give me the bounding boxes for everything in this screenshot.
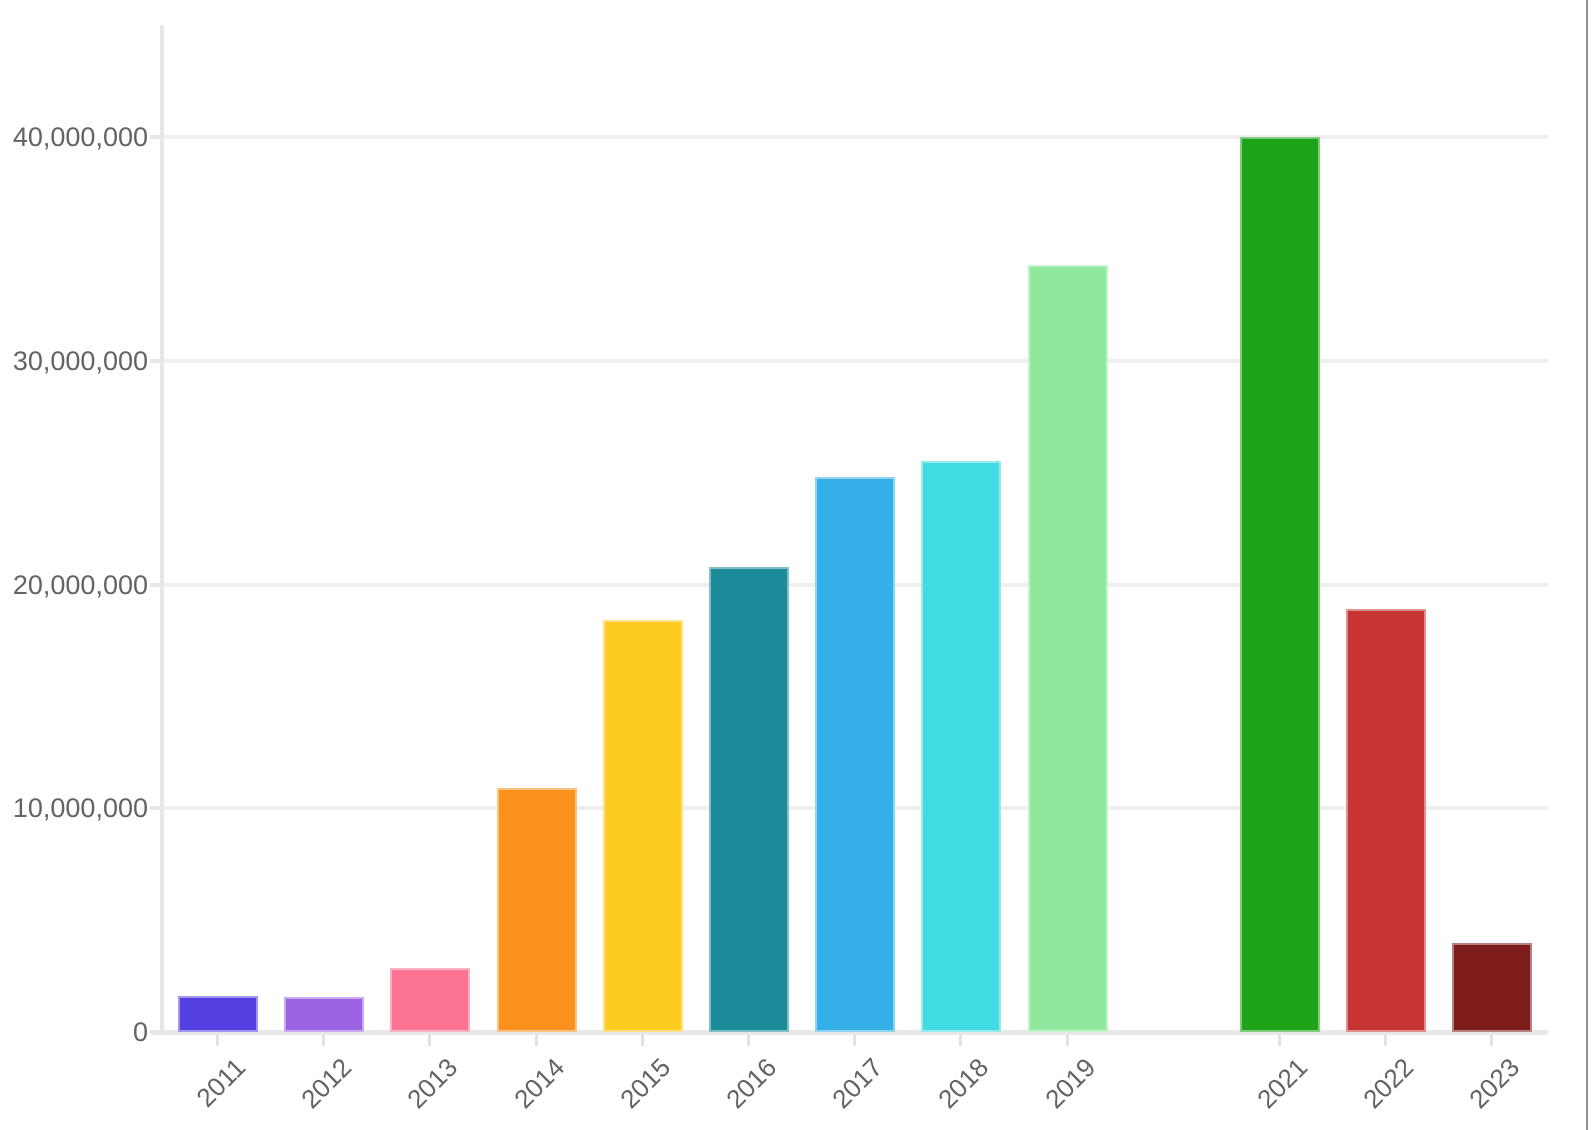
x-tick — [641, 1035, 644, 1046]
bar-2015[interactable] — [603, 620, 683, 1032]
x-tick — [428, 1035, 431, 1046]
x-tick-label: 2023 — [1463, 1052, 1526, 1115]
bar-2017[interactable] — [815, 477, 895, 1032]
gridline — [163, 358, 1548, 363]
bar-2023[interactable] — [1452, 942, 1532, 1032]
y-tick-label: 0 — [132, 1017, 148, 1047]
x-tick-label: 2013 — [401, 1052, 464, 1115]
x-tick — [216, 1035, 219, 1046]
y-tick — [150, 806, 163, 811]
y-tick-label: 30,000,000 — [12, 345, 148, 376]
y-tick — [150, 135, 163, 139]
x-tick — [1384, 1035, 1387, 1046]
x-tick — [747, 1035, 750, 1046]
bar-2019[interactable] — [1028, 264, 1108, 1032]
gridline — [163, 135, 1548, 139]
bar-2021[interactable] — [1240, 137, 1320, 1032]
y-tick — [150, 358, 163, 363]
x-tick-label: 2011 — [190, 1052, 252, 1113]
x-tick-label: 2018 — [932, 1052, 995, 1115]
bar-2022[interactable] — [1346, 609, 1426, 1032]
x-tick-label: 2021 — [1251, 1052, 1314, 1115]
x-tick-label: 2015 — [614, 1052, 677, 1115]
x-tick-label: 2017 — [826, 1052, 889, 1115]
x-tick-label: 2019 — [1039, 1052, 1102, 1115]
bar-2016[interactable] — [709, 566, 789, 1032]
x-tick — [1066, 1035, 1069, 1046]
window-edge-line — [1586, 0, 1588, 1130]
y-tick-label: 40,000,000 — [12, 122, 148, 152]
x-tick-label: 2014 — [508, 1052, 571, 1115]
x-tick — [535, 1035, 538, 1046]
bar-2011[interactable] — [178, 996, 258, 1032]
x-axis-line — [152, 1030, 1548, 1035]
bar-2018[interactable] — [921, 461, 1001, 1032]
x-tick — [322, 1035, 325, 1046]
y-tick — [150, 582, 163, 587]
bar-2014[interactable] — [497, 788, 577, 1032]
y-axis-line — [160, 25, 164, 1035]
x-tick — [1490, 1035, 1493, 1046]
x-tick — [959, 1035, 962, 1046]
x-tick — [853, 1035, 856, 1046]
x-tick-label: 2022 — [1357, 1052, 1420, 1115]
y-tick-label: 10,000,000 — [12, 793, 148, 824]
x-tick — [1278, 1035, 1281, 1046]
bar-2013[interactable] — [390, 968, 470, 1032]
y-tick-label: 20,000,000 — [12, 569, 148, 600]
x-tick-label: 2012 — [295, 1052, 358, 1115]
bar-2012[interactable] — [284, 997, 364, 1032]
x-tick-label: 2016 — [720, 1052, 783, 1115]
